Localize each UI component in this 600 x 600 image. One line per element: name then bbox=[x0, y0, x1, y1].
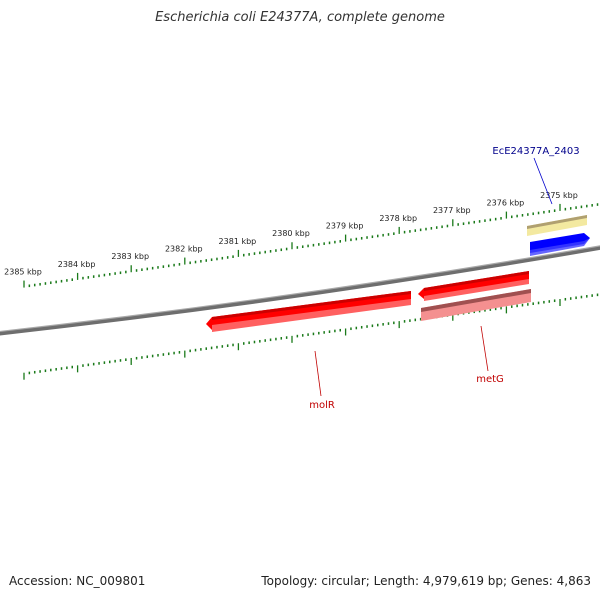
gene-label-molr: molR bbox=[309, 400, 335, 411]
metG-arrow[interactable] bbox=[418, 271, 529, 301]
metG-light-feature[interactable] bbox=[421, 289, 531, 321]
ruler-tick-label: 2379 kbp bbox=[326, 222, 364, 231]
map-title: Escherichia coli E24377A, complete genom… bbox=[155, 10, 445, 25]
ruler-tick-label: 2382 kbp bbox=[165, 245, 203, 254]
ruler-ticks-outer bbox=[23, 203, 599, 288]
ruler-tick-labels: 2375 kbp 2376 kbp 2377 kbp 2378 kbp 2379 kbp… bbox=[4, 191, 578, 277]
gene-label-metg: metG bbox=[476, 374, 504, 385]
leader-line-ece bbox=[533, 157, 553, 205]
accession-text: Accession: NC_009801 bbox=[9, 574, 146, 588]
leader-line-molr bbox=[314, 350, 322, 397]
ruler-tick-label: 2378 kbp bbox=[379, 214, 417, 223]
genome-backbone bbox=[0, 245, 600, 336]
ruler-tick-label: 2380 kbp bbox=[272, 229, 310, 238]
ruler-tick-label: 2377 kbp bbox=[433, 206, 471, 215]
leader-line-metg bbox=[480, 325, 489, 372]
genome-summary-text: Topology: circular; Length: 4,979,619 bp… bbox=[261, 574, 591, 588]
ruler-tick-label: 2384 kbp bbox=[58, 260, 96, 269]
ruler-tick-label: 2381 kbp bbox=[219, 237, 257, 246]
molR-arrow[interactable] bbox=[206, 291, 411, 332]
blue-feature-arrow[interactable] bbox=[530, 233, 590, 256]
yellow-feature[interactable] bbox=[527, 215, 587, 236]
ruler-tick-label: 2375 kbp bbox=[540, 191, 578, 200]
ruler-tick-label: 2383 kbp bbox=[111, 252, 149, 261]
gene-label-ece24377a-2403: EcE24377A_2403 bbox=[492, 146, 579, 157]
ruler-tick-label: 2385 kbp bbox=[4, 268, 42, 277]
ruler-tick-label: 2376 kbp bbox=[487, 199, 525, 208]
